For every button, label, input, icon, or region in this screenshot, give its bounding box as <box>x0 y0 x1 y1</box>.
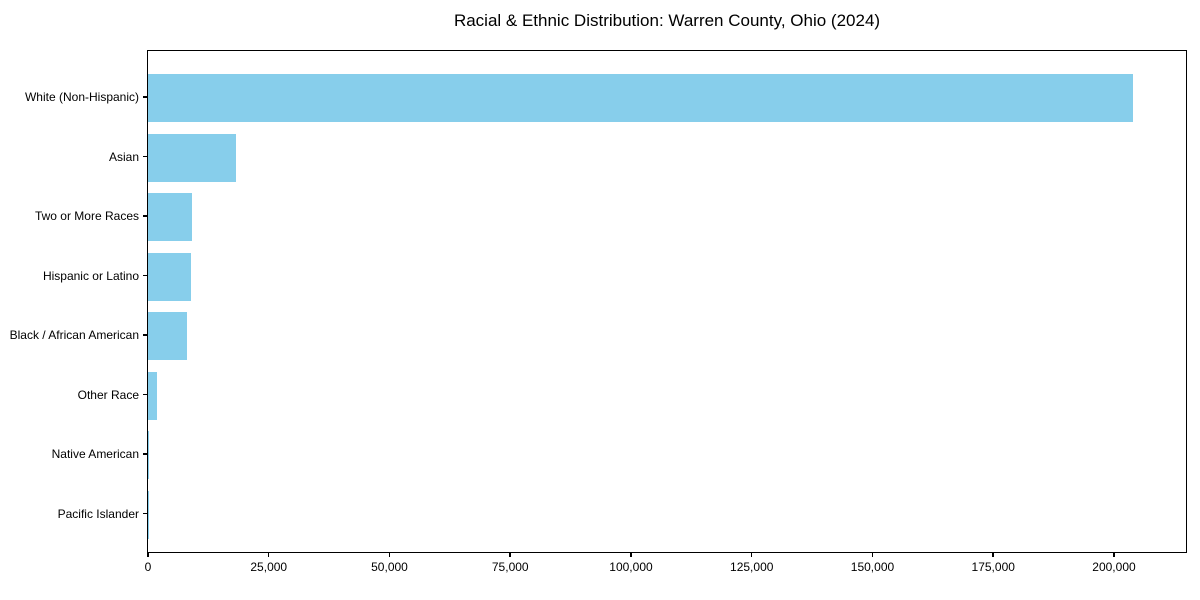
y-tick-label: Black / African American <box>9 328 139 343</box>
y-tick-label: Hispanic or Latino <box>42 268 139 283</box>
x-tick-mark <box>871 552 874 557</box>
y-tick-label: Asian <box>108 149 139 164</box>
x-tick-label: 150,000 <box>850 560 895 574</box>
y-axis: White (Non-Hispanic) Asian Two or More Rac… <box>0 50 147 553</box>
x-tick-mark <box>992 552 994 557</box>
x-tick-label: 0 <box>144 560 152 574</box>
y-tick-mark <box>142 393 147 396</box>
x-tick-mark <box>267 552 270 557</box>
bar-black-african-american <box>148 312 188 361</box>
bar-hispanic-or-latino <box>148 252 191 301</box>
bar-two-or-more-races <box>148 193 192 242</box>
x-tick-mark <box>509 552 511 557</box>
y-tick-mark <box>142 155 147 158</box>
bar-other-race <box>148 371 157 420</box>
chart-title: Racial & Ethnic Distribution: Warren Cou… <box>453 11 881 30</box>
y-tick-label: Two or More Races <box>34 209 139 224</box>
bar-white-non-hispanic <box>148 74 1134 122</box>
x-tick-mark <box>750 552 753 557</box>
x-tick-mark <box>388 552 391 557</box>
y-tick-mark <box>142 512 147 515</box>
bar-asian <box>148 133 236 182</box>
x-tick-label: 200,000 <box>1092 560 1136 574</box>
y-tick-label: Other Race <box>77 387 139 402</box>
y-tick-mark <box>142 96 147 98</box>
x-tick-label: 25,000 <box>250 560 288 574</box>
x-tick-label: 175,000 <box>971 560 1015 574</box>
y-tick-label: Native American <box>51 447 139 462</box>
x-tick-mark <box>147 552 149 557</box>
plot-area: 0 25,000 50,000 75,000 100,000 125,000 150,000… <box>145 50 1187 574</box>
x-tick-mark <box>1113 552 1115 557</box>
y-tick-mark <box>142 334 147 336</box>
x-tick-label: 125,000 <box>730 560 774 574</box>
x-tick-label: 50,000 <box>371 560 408 574</box>
x-tick-label: 100,000 <box>609 560 653 574</box>
x-tick-mark <box>630 552 632 557</box>
y-tick-label: White (Non-Hispanic) <box>24 90 139 104</box>
x-tick-label: 75,000 <box>491 560 529 574</box>
bar-native-american <box>148 431 149 480</box>
y-tick-mark <box>142 215 147 217</box>
y-tick-label: Pacific Islander <box>57 506 139 521</box>
y-tick-mark <box>142 274 147 277</box>
y-tick-mark <box>142 453 147 455</box>
